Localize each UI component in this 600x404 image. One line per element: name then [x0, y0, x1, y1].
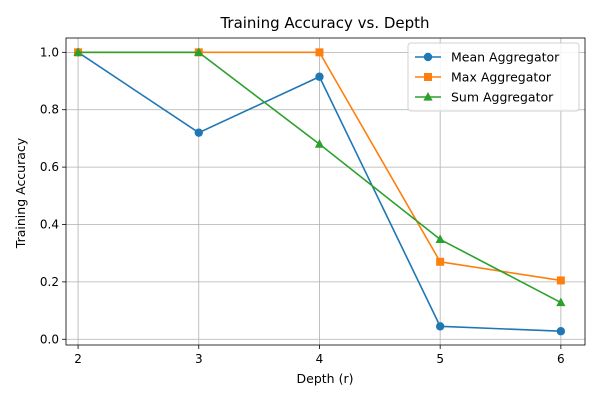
legend-label: Max Aggregator [451, 70, 552, 85]
series-layer [73, 47, 566, 336]
legend-entry: Mean Aggregator [415, 50, 560, 65]
chart-title: Training Accuracy vs. Depth [219, 14, 429, 32]
data-point [314, 139, 325, 148]
legend-marker [424, 73, 432, 81]
y-tick-label: 1.0 [40, 45, 59, 59]
legend-label: Sum Aggregator [451, 90, 554, 105]
plot-area-frame [65, 37, 586, 346]
data-point [556, 276, 565, 285]
series-triangle-group [73, 47, 566, 307]
data-point [315, 48, 324, 57]
axis-ticks: 2 3 4 5 6 0.0 0.2 0.4 0.6 0.8 1.0 [40, 45, 565, 366]
x-tick-label: 5 [436, 352, 444, 366]
legend: Mean Aggregator Max Aggregator Sum Aggrega… [407, 42, 580, 112]
data-point [435, 234, 445, 244]
data-point [556, 327, 566, 336]
y-tick-label: 0.0 [40, 332, 59, 346]
legend-entry: Sum Aggregator [415, 90, 554, 105]
legend-entry: Max Aggregator [415, 70, 552, 85]
legend-marker [423, 52, 433, 62]
x-tick-label: 4 [316, 352, 324, 366]
data-point [435, 322, 445, 331]
legend-marker [423, 92, 433, 101]
data-point [194, 47, 204, 56]
data-point [436, 257, 445, 266]
data-point [556, 297, 566, 307]
y-tick-label: 0.2 [40, 275, 59, 289]
legend-label: Mean Aggregator [451, 50, 560, 65]
x-tick-label: 6 [557, 352, 565, 366]
y-tick-label: 0.6 [40, 160, 59, 174]
data-point [194, 128, 203, 137]
y-tick-label: 0.4 [40, 217, 59, 231]
x-tick-label: 2 [74, 352, 82, 366]
y-tick-label: 0.8 [40, 103, 59, 117]
data-point [73, 47, 83, 56]
x-axis-label: Depth (r) [297, 371, 354, 386]
data-point [315, 72, 324, 81]
x-tick-label: 3 [195, 352, 203, 366]
y-axis-label: Training Accuracy [13, 137, 28, 249]
legend-box [407, 42, 580, 112]
